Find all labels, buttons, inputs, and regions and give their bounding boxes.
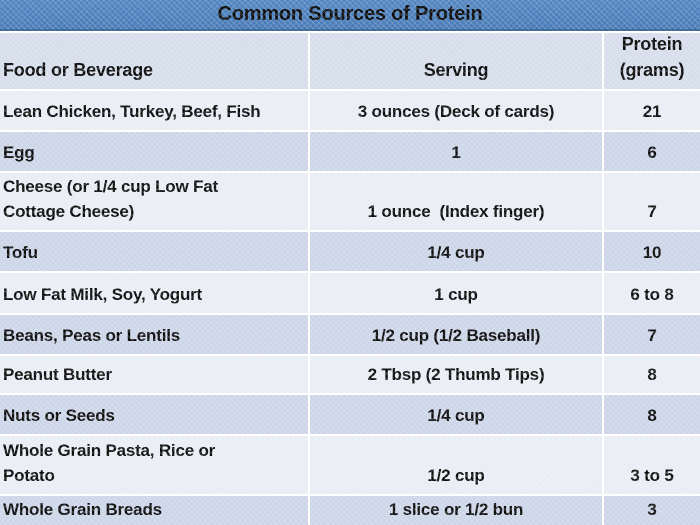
table-header-row: Food or Beverage Serving Protein (grams) xyxy=(0,31,700,89)
food-cell: Whole Grain Pasta, Rice or Potato xyxy=(3,441,216,485)
protein-cell: 10 xyxy=(602,232,700,271)
food-cell: Beans, Peas or Lentils xyxy=(3,326,181,345)
table-row: Cheese (or 1/4 cup Low Fat Cottage Chees… xyxy=(0,171,700,230)
column-header-serving: Serving xyxy=(308,33,602,89)
food-cell: Lean Chicken, Turkey, Beef, Fish xyxy=(3,102,261,121)
table-row: Low Fat Milk, Soy, Yogurt 1 cup 6 to 8 xyxy=(0,271,700,313)
protein-cell: 7 xyxy=(602,315,700,354)
protein-cell: 3 xyxy=(602,496,700,525)
protein-cell: 8 xyxy=(602,395,700,434)
serving-cell: 1 cup xyxy=(308,273,602,313)
protein-cell: 8 xyxy=(602,356,700,393)
protein-cell: 6 to 8 xyxy=(602,273,700,313)
table-row: Nuts or Seeds 1/4 cup 8 xyxy=(0,393,700,434)
food-cell: Peanut Butter xyxy=(3,365,112,384)
food-cell: Tofu xyxy=(3,243,38,262)
serving-cell: 1/2 cup (1/2 Baseball) xyxy=(308,315,602,354)
table-row: Lean Chicken, Turkey, Beef, Fish 3 ounce… xyxy=(0,89,700,130)
serving-cell: 3 ounces (Deck of cards) xyxy=(308,91,602,130)
protein-cell: 3 to 5 xyxy=(602,436,700,494)
food-cell: Whole Grain Breads xyxy=(3,500,162,519)
protein-cell: 6 xyxy=(602,132,700,171)
food-cell: Cheese (or 1/4 cup Low Fat Cottage Chees… xyxy=(3,177,218,221)
table-row: Egg 1 6 xyxy=(0,130,700,171)
serving-cell: 1 ounce (Index finger) xyxy=(308,173,602,230)
serving-cell: 1/2 cup xyxy=(308,436,602,494)
table-row: Beans, Peas or Lentils 1/2 cup (1/2 Base… xyxy=(0,313,700,354)
table-row: Tofu 1/4 cup 10 xyxy=(0,230,700,271)
column-header-food: Food or Beverage xyxy=(3,60,153,80)
protein-cell: 21 xyxy=(602,91,700,130)
food-cell: Low Fat Milk, Soy, Yogurt xyxy=(3,285,203,304)
serving-cell: 1/4 cup xyxy=(308,232,602,271)
table-title-bar: Common Sources of Protein xyxy=(0,0,700,31)
table-row: Whole Grain Pasta, Rice or Potato 1/2 cu… xyxy=(0,434,700,494)
food-cell: Egg xyxy=(3,143,35,162)
food-cell: Nuts or Seeds xyxy=(3,406,115,425)
protein-cell: 7 xyxy=(602,173,700,230)
serving-cell: 2 Tbsp (2 Thumb Tips) xyxy=(308,356,602,393)
table-row: Peanut Butter 2 Tbsp (2 Thumb Tips) 8 xyxy=(0,354,700,393)
column-header-protein: Protein (grams) xyxy=(602,33,700,89)
page-title: Common Sources of Protein xyxy=(217,3,483,25)
serving-cell: 1/4 cup xyxy=(308,395,602,434)
serving-cell: 1 slice or 1/2 bun xyxy=(308,496,602,525)
serving-cell: 1 xyxy=(308,132,602,171)
table-row: Whole Grain Breads 1 slice or 1/2 bun 3 xyxy=(0,494,700,525)
